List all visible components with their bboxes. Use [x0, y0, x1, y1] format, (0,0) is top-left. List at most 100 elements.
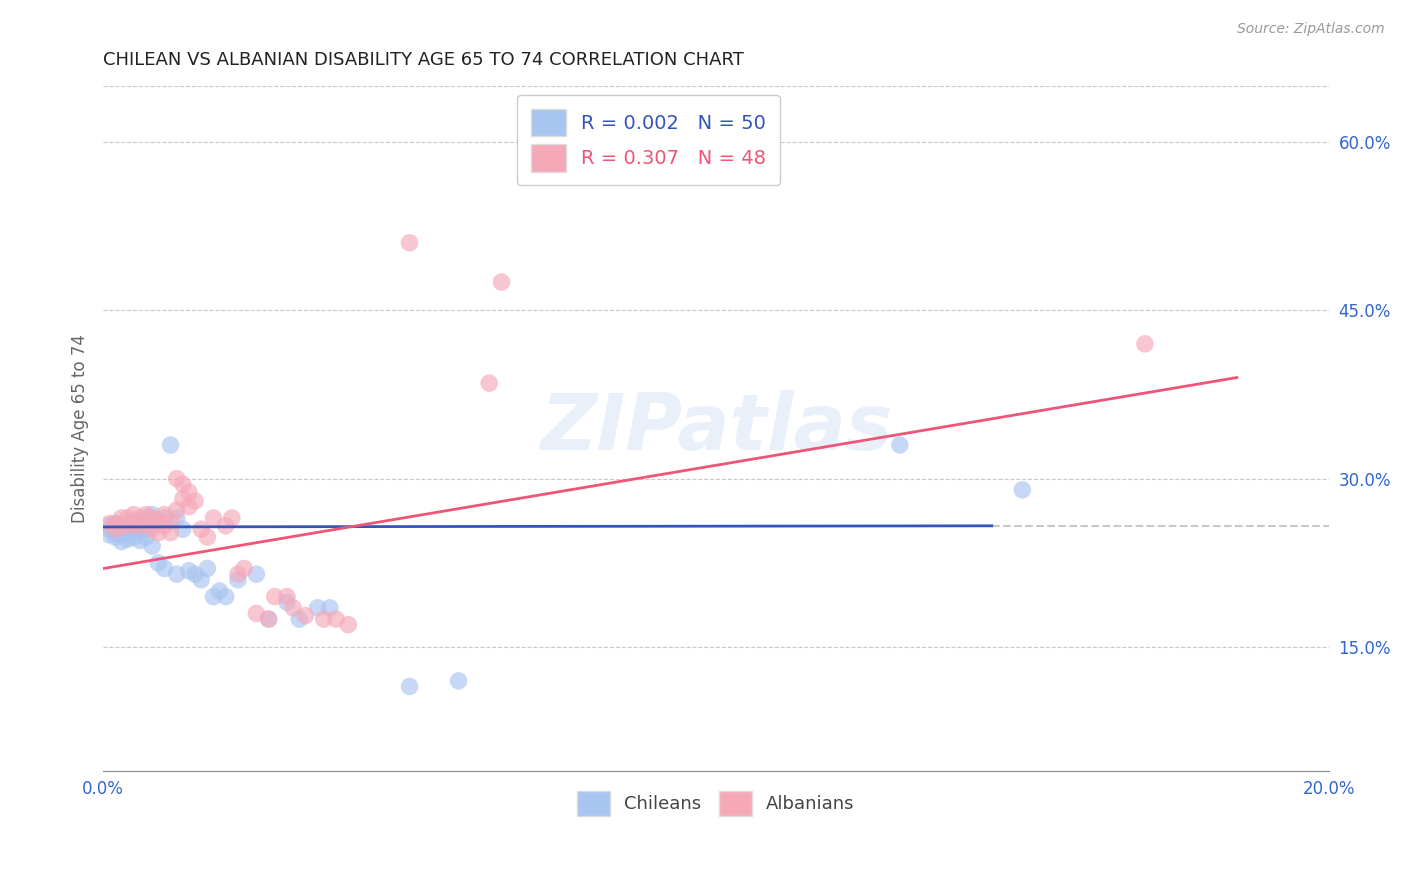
Point: [221, 511, 243, 525]
Point: [122, 522, 145, 536]
Point: [117, 525, 139, 540]
Legend: Chileans, Albanians: Chileans, Albanians: [569, 783, 862, 823]
Point: [166, 567, 188, 582]
Point: [141, 518, 163, 533]
Point: [172, 477, 194, 491]
Point: [294, 608, 316, 623]
Point: [159, 438, 181, 452]
Point: [257, 612, 280, 626]
Point: [1011, 483, 1033, 497]
Point: [122, 514, 145, 528]
Point: [110, 534, 132, 549]
Point: [122, 508, 145, 522]
Point: [104, 516, 127, 531]
Point: [129, 533, 152, 548]
Point: [184, 494, 207, 508]
Text: ZIPatlas: ZIPatlas: [540, 390, 891, 467]
Point: [141, 508, 163, 522]
Point: [233, 561, 256, 575]
Point: [117, 518, 139, 533]
Point: [135, 522, 157, 536]
Point: [226, 567, 249, 582]
Point: [117, 518, 139, 533]
Point: [135, 516, 157, 531]
Text: Source: ZipAtlas.com: Source: ZipAtlas.com: [1237, 22, 1385, 37]
Point: [153, 508, 176, 522]
Point: [135, 530, 157, 544]
Point: [172, 491, 194, 506]
Point: [129, 511, 152, 525]
Point: [122, 516, 145, 531]
Point: [257, 612, 280, 626]
Point: [166, 472, 188, 486]
Point: [195, 530, 218, 544]
Point: [166, 503, 188, 517]
Point: [110, 528, 132, 542]
Point: [245, 567, 267, 582]
Point: [245, 607, 267, 621]
Point: [478, 376, 501, 391]
Point: [104, 516, 127, 531]
Point: [281, 600, 304, 615]
Point: [148, 513, 170, 527]
Point: [491, 275, 513, 289]
Point: [141, 522, 163, 536]
Point: [153, 561, 176, 575]
Point: [122, 530, 145, 544]
Point: [276, 595, 298, 609]
Point: [177, 564, 200, 578]
Point: [110, 521, 132, 535]
Point: [148, 514, 170, 528]
Point: [98, 518, 121, 533]
Point: [135, 511, 157, 525]
Point: [148, 556, 170, 570]
Point: [104, 522, 127, 536]
Point: [190, 522, 212, 536]
Point: [177, 500, 200, 514]
Point: [195, 561, 218, 575]
Point: [166, 511, 188, 525]
Point: [202, 511, 225, 525]
Point: [129, 518, 152, 533]
Point: [129, 524, 152, 539]
Point: [141, 539, 163, 553]
Point: [153, 518, 176, 533]
Point: [98, 528, 121, 542]
Point: [159, 514, 181, 528]
Point: [215, 518, 238, 533]
Point: [117, 533, 139, 547]
Point: [319, 600, 342, 615]
Point: [172, 522, 194, 536]
Point: [148, 525, 170, 540]
Point: [141, 511, 163, 525]
Point: [398, 680, 420, 694]
Text: CHILEAN VS ALBANIAN DISABILITY AGE 65 TO 74 CORRELATION CHART: CHILEAN VS ALBANIAN DISABILITY AGE 65 TO…: [103, 51, 744, 69]
Point: [288, 612, 311, 626]
Point: [202, 590, 225, 604]
Point: [325, 612, 347, 626]
Point: [110, 511, 132, 525]
Point: [337, 617, 360, 632]
Point: [447, 673, 470, 688]
Point: [129, 516, 152, 531]
Point: [117, 511, 139, 525]
Point: [104, 525, 127, 540]
Point: [1133, 336, 1156, 351]
Point: [889, 438, 911, 452]
Point: [190, 573, 212, 587]
Point: [263, 590, 285, 604]
Point: [98, 522, 121, 536]
Point: [135, 508, 157, 522]
Point: [159, 525, 181, 540]
Point: [398, 235, 420, 250]
Point: [215, 590, 238, 604]
Point: [208, 584, 231, 599]
Point: [104, 530, 127, 544]
Point: [307, 600, 329, 615]
Point: [226, 573, 249, 587]
Point: [98, 516, 121, 531]
Point: [110, 518, 132, 533]
Point: [153, 511, 176, 525]
Point: [276, 590, 298, 604]
Point: [177, 485, 200, 500]
